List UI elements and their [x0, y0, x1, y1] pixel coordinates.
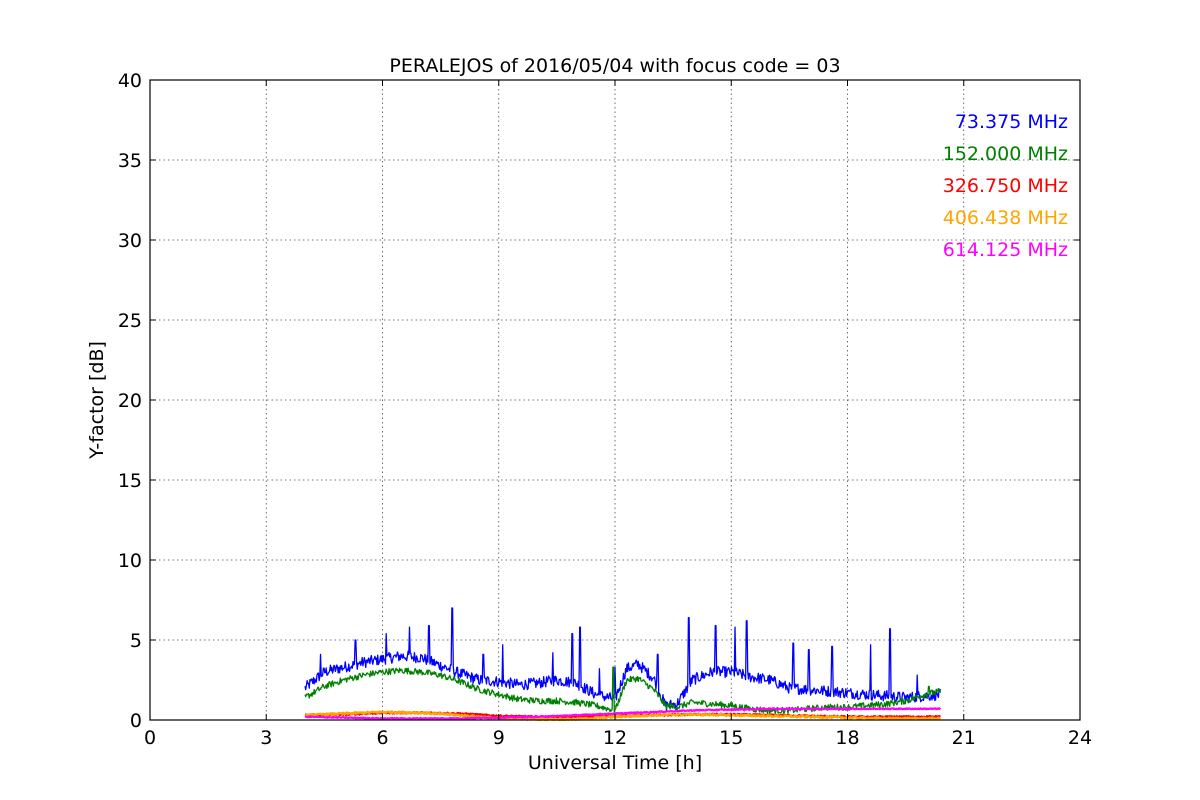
y-tick-label: 10: [118, 550, 142, 572]
legend-entry-5: 614.125 MHz: [943, 239, 1068, 261]
axis-ticks: 0 3 6 9 12 15 18 21 24 0 5 10 15 20 25 30 35 40: [118, 70, 1092, 749]
y-tick-label: 40: [118, 70, 142, 92]
grid-lines: [150, 80, 1080, 720]
y-tick-label: 5: [130, 630, 142, 652]
legend-entry-1: 73.375 MHz: [955, 111, 1068, 133]
x-tick-label: 0: [144, 727, 156, 749]
y-tick-label: 20: [118, 390, 142, 412]
series-line-2: [304, 666, 942, 715]
y-tick-label: 35: [118, 150, 142, 172]
series-line-1: [304, 607, 942, 711]
y-tick-label: 0: [130, 710, 142, 732]
x-tick-label: 21: [952, 727, 976, 749]
y-tick-label: 25: [118, 310, 142, 332]
y-tick-label: 15: [118, 470, 142, 492]
y-axis-label: Y-factor [dB]: [86, 341, 108, 460]
series-line-4: [304, 710, 942, 722]
x-tick-label: 12: [603, 727, 627, 749]
series-line-5: [304, 707, 942, 720]
x-tick-label: 6: [376, 727, 388, 749]
x-tick-label: 15: [719, 727, 743, 749]
legend-entry-3: 326.750 MHz: [943, 175, 1068, 197]
y-tick-label: 30: [118, 230, 142, 252]
legend-entry-4: 406.438 MHz: [943, 207, 1068, 229]
legend: 73.375 MHz 152.000 MHz 326.750 MHz 406.438 …: [943, 111, 1068, 261]
x-tick-label: 24: [1068, 727, 1092, 749]
x-tick-label: 3: [260, 727, 272, 749]
chart-title: PERALEJOS of 2016/05/04 with focus code …: [389, 55, 840, 77]
legend-entry-2: 152.000 MHz: [943, 143, 1068, 165]
x-tick-label: 18: [835, 727, 859, 749]
x-axis-label: Universal Time [h]: [528, 752, 702, 774]
x-tick-label: 9: [493, 727, 505, 749]
plot-series: [304, 607, 942, 722]
